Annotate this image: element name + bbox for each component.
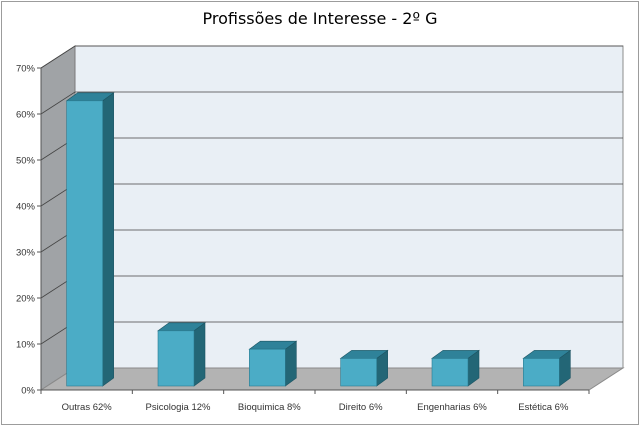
y-tick-label: 30% — [16, 248, 36, 259]
y-tick-label: 40% — [16, 202, 36, 213]
y-tick-label: 60% — [16, 110, 36, 121]
y-tick-label: 50% — [16, 156, 36, 167]
x-tick-label: Bioquimica 8% — [238, 402, 301, 413]
x-tick-label: Psicologia 12% — [146, 402, 212, 413]
bar — [65, 92, 115, 387]
bar-front — [249, 348, 286, 387]
bar-front — [157, 330, 195, 387]
gridline — [40, 45, 623, 69]
bar-front — [66, 100, 103, 387]
bar — [157, 322, 206, 387]
gridline — [40, 91, 623, 115]
x-tick-label: Direito 6% — [339, 402, 383, 413]
chart-title: Profissões de Interesse - 2º G — [202, 9, 438, 28]
x-tick-label: Outras 62% — [62, 402, 113, 413]
bar — [339, 349, 389, 387]
back-wall — [74, 45, 624, 369]
x-axis: Outras 62% Psicologia 12% Bioquimica 8% Dir… — [40, 389, 590, 413]
bar-front — [431, 358, 469, 387]
bar — [522, 349, 572, 387]
y-tick-label: 70% — [16, 64, 36, 75]
bar — [248, 340, 298, 387]
bars — [65, 92, 572, 387]
bar-side — [102, 92, 114, 387]
bar-front — [523, 358, 560, 387]
bar-front — [340, 358, 377, 387]
chart-walls — [40, 45, 624, 391]
y-tick-label: 10% — [16, 340, 36, 351]
bar-side — [193, 322, 206, 387]
y-tick-label: 20% — [16, 294, 36, 305]
x-tick-label: Estética 6% — [518, 402, 569, 413]
y-tick-label: 0% — [21, 386, 35, 397]
bar — [431, 349, 480, 387]
y-axis: 0% 10% 20% 30% 40% 50% 60% 70% — [16, 64, 42, 397]
x-tick-label: Engenharias 6% — [417, 402, 487, 413]
